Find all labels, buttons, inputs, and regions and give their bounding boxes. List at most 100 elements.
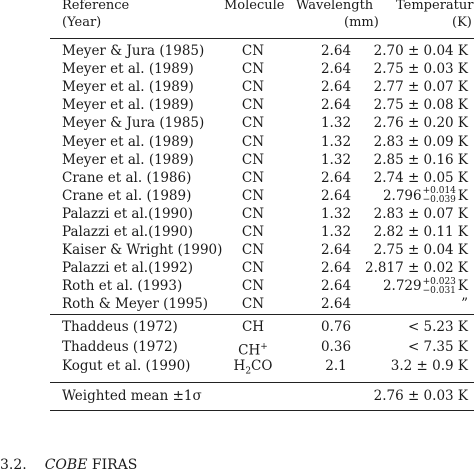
temperature-cell: ” — [461, 296, 468, 313]
header-temperature-unit: (K) — [452, 15, 472, 30]
temperature-cell: < 5.23 K — [407, 319, 468, 335]
wavelength-cell: 2.64 — [320, 79, 352, 96]
section-title-rest: FIRAS — [87, 457, 138, 473]
molecule-cell: H2CO — [220, 357, 286, 381]
temperature-cell: 2.75 ± 0.04 K — [373, 242, 468, 259]
temperature-cell: 2.75 ± 0.08 K — [373, 97, 468, 114]
molecule-cell: CN — [241, 133, 265, 150]
molecule-cell: CN — [241, 187, 265, 204]
molecule-cell: CN — [241, 169, 265, 186]
table-row: Crane et al. (1986) CN 2.64 2.74 ± 0.05 K — [0, 169, 474, 187]
temperature-cell: 2.83 ± 0.09 K — [373, 133, 468, 150]
top-rule — [50, 38, 474, 39]
table-row: Meyer & Jura (1985) CN 2.64 2.70 ± 0.04 K — [0, 42, 474, 60]
temperature-cell: < 7.35 K — [407, 338, 468, 355]
reference-cell: Meyer et al. (1989) — [62, 97, 194, 114]
uncertainty-lower: −0.039 — [422, 195, 456, 206]
header-reference: Reference — [62, 0, 130, 13]
table-row: Meyer et al. (1989) CN 2.64 2.77 ± 0.07 K — [0, 78, 474, 96]
wavelength-cell: 2.64 — [320, 260, 352, 277]
reference-cell: Meyer et al. (1989) — [62, 133, 194, 150]
table-row: Palazzi et al.(1992) CN 2.64 2.817 ± 0.02 K — [0, 259, 474, 277]
molecule-cell: CN — [241, 205, 265, 222]
temperature-unit: K — [457, 278, 468, 295]
reference-cell: Kaiser & Wright (1990) — [62, 242, 223, 259]
reference-cell: Meyer et al. (1989) — [62, 61, 194, 78]
molecule-subscript: 2 — [245, 366, 252, 377]
group-rule — [50, 314, 474, 315]
section-number: 3.2. — [0, 457, 27, 473]
temperature-base: 2.796 — [382, 187, 422, 204]
table-row: Thaddeus (1972) CH 0.76 < 5.23 K — [0, 318, 474, 336]
wavelength-cell: 2.64 — [320, 296, 352, 313]
weighted-mean-row: Weighted mean ±1σ 2.76 ± 0.03 K — [0, 387, 474, 405]
wavelength-cell: 1.32 — [320, 224, 352, 240]
wavelength-cell: 2.1 — [325, 358, 347, 374]
weighted-rule — [50, 382, 474, 383]
wavelength-cell: 2.64 — [320, 169, 352, 186]
temperature-cell: 2.74 ± 0.05 K — [373, 169, 468, 186]
wavelength-cell: 1.32 — [320, 205, 352, 222]
temperature-cell: 2.75 ± 0.03 K — [373, 61, 468, 78]
wavelength-cell: 2.64 — [320, 278, 352, 295]
temperature-base: 2.729 — [382, 278, 422, 295]
bottom-rule — [50, 410, 474, 411]
reference-cell: Palazzi et al.(1992) — [62, 260, 193, 277]
wavelength-cell: 2.64 — [320, 242, 352, 259]
header-molecule: Molecule — [224, 0, 285, 13]
reference-cell: Crane et al. (1986) — [62, 169, 192, 186]
header-temperature: Temperature — [396, 0, 474, 13]
wavelength-cell: 2.64 — [320, 43, 352, 59]
temperature-cell: 2.76 ± 0.20 K — [373, 115, 468, 132]
temperature-unit: K — [457, 187, 468, 204]
reference-cell: Crane et al. (1989) — [62, 187, 192, 204]
section-title-italic: COBE — [44, 457, 88, 473]
temperature-cell: 2.817 ± 0.02 K — [365, 260, 468, 277]
temperature-cell: 2.83 ± 0.07 K — [373, 205, 468, 222]
temperature-cell: 2.729 +0.023 −0.031 K — [383, 277, 468, 296]
reference-cell: Thaddeus (1972) — [62, 338, 178, 355]
molecule-base: H — [233, 358, 246, 374]
weighted-mean-label: Weighted mean ±1σ — [62, 388, 202, 404]
reference-cell: Meyer et al. (1989) — [62, 79, 194, 96]
table-row: Thaddeus (1972) CH+ 0.36 < 7.35 K — [0, 338, 474, 359]
temperature-cell: 2.70 ± 0.04 K — [373, 43, 468, 59]
table-row: Kaiser & Wright (1990) CN 2.64 2.75 ± 0.04 … — [0, 241, 474, 259]
table-row: Meyer et al. (1989) CN 2.64 2.75 ± 0.03 K — [0, 60, 474, 78]
header-year: (Year) — [62, 15, 102, 30]
wavelength-cell: 1.32 — [320, 133, 352, 150]
molecule-tail: CO — [251, 358, 273, 374]
table-row: Roth et al. (1993) CN 2.64 2.729 +0.023 −0.03… — [0, 277, 474, 295]
reference-cell: Kogut et al. (1990) — [62, 358, 191, 374]
uncertainty-upper: +0.023 — [422, 276, 456, 287]
reference-cell: Meyer & Jura (1985) — [62, 43, 205, 59]
wavelength-cell: 1.32 — [320, 151, 352, 168]
molecule-cell: CN — [241, 242, 265, 259]
temperature-cell: 3.2 ± 0.9 K — [390, 358, 468, 374]
molecule-cell: CH+ — [220, 338, 286, 360]
section-heading: 3.2. COBE FIRAS — [0, 456, 137, 474]
table-row: Crane et al. (1989) CN 2.64 2.796 +0.014 −0.0… — [0, 187, 474, 205]
table-row: Kogut et al. (1990) H2CO 2.1 3.2 ± 0.9 K — [0, 357, 474, 377]
wavelength-cell: 2.64 — [320, 61, 352, 78]
molecule-cell: CN — [241, 79, 265, 96]
table-row: Palazzi et al.(1990) CN 1.32 2.83 ± 0.07 K — [0, 205, 474, 223]
header-wavelength-unit: (mm) — [344, 15, 379, 30]
temperature-cell: 2.77 ± 0.07 K — [373, 79, 468, 96]
wavelength-cell: 0.36 — [320, 338, 352, 355]
molecule-cell: CN — [241, 97, 265, 114]
temperature-uncertainty: +0.023 −0.031 — [422, 276, 456, 296]
reference-cell: Roth et al. (1993) — [62, 278, 183, 295]
molecule-cell: CN — [241, 260, 265, 277]
reference-cell: Palazzi et al.(1990) — [62, 224, 193, 240]
uncertainty-lower: −0.031 — [422, 285, 456, 296]
table-row: Roth & Meyer (1995) CN 2.64 ” — [0, 295, 474, 313]
table-row: Meyer et al. (1989) CN 2.64 2.75 ± 0.08 K — [0, 96, 474, 114]
temperature-cell: 2.82 ± 0.11 K — [373, 224, 468, 240]
temperature-cell: 2.796 +0.014 −0.039 K — [383, 187, 468, 206]
uncertainty-upper: +0.014 — [422, 186, 456, 197]
reference-cell: Meyer & Jura (1985) — [62, 115, 205, 132]
reference-cell: Meyer et al. (1989) — [62, 151, 194, 168]
wavelength-cell: 0.76 — [320, 319, 352, 335]
